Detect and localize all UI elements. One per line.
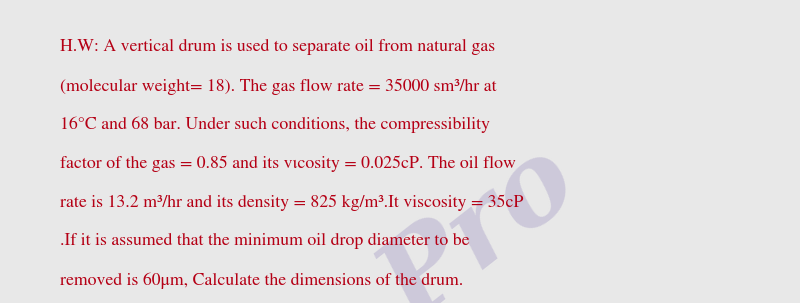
Text: H.W: A vertical drum is used to separate oil from natural gas: H.W: A vertical drum is used to separate… [60, 39, 495, 55]
Text: .If it is assumed that the minimum oil drop diameter to be: .If it is assumed that the minimum oil d… [60, 233, 470, 249]
Text: factor of the gas = 0.85 and its vιcosity = 0.025cP. The oil flow: factor of the gas = 0.85 and its vιcosit… [60, 156, 516, 172]
Text: removed is 60μm, Calculate the dimensions of the drum.: removed is 60μm, Calculate the dimension… [60, 272, 463, 288]
Text: (molecular weight= 18). The gas flow rate = 35000 sm³/hr at: (molecular weight= 18). The gas flow rat… [60, 78, 497, 95]
Text: 16°C and 68 bar. Under such conditions, the compressibility: 16°C and 68 bar. Under such conditions, … [60, 117, 490, 133]
Text: Pro: Pro [362, 128, 598, 303]
Text: rate is 13.2 m³/hr and its density = 825 kg/m³.It viscosity = 35cP: rate is 13.2 m³/hr and its density = 825… [60, 195, 523, 211]
